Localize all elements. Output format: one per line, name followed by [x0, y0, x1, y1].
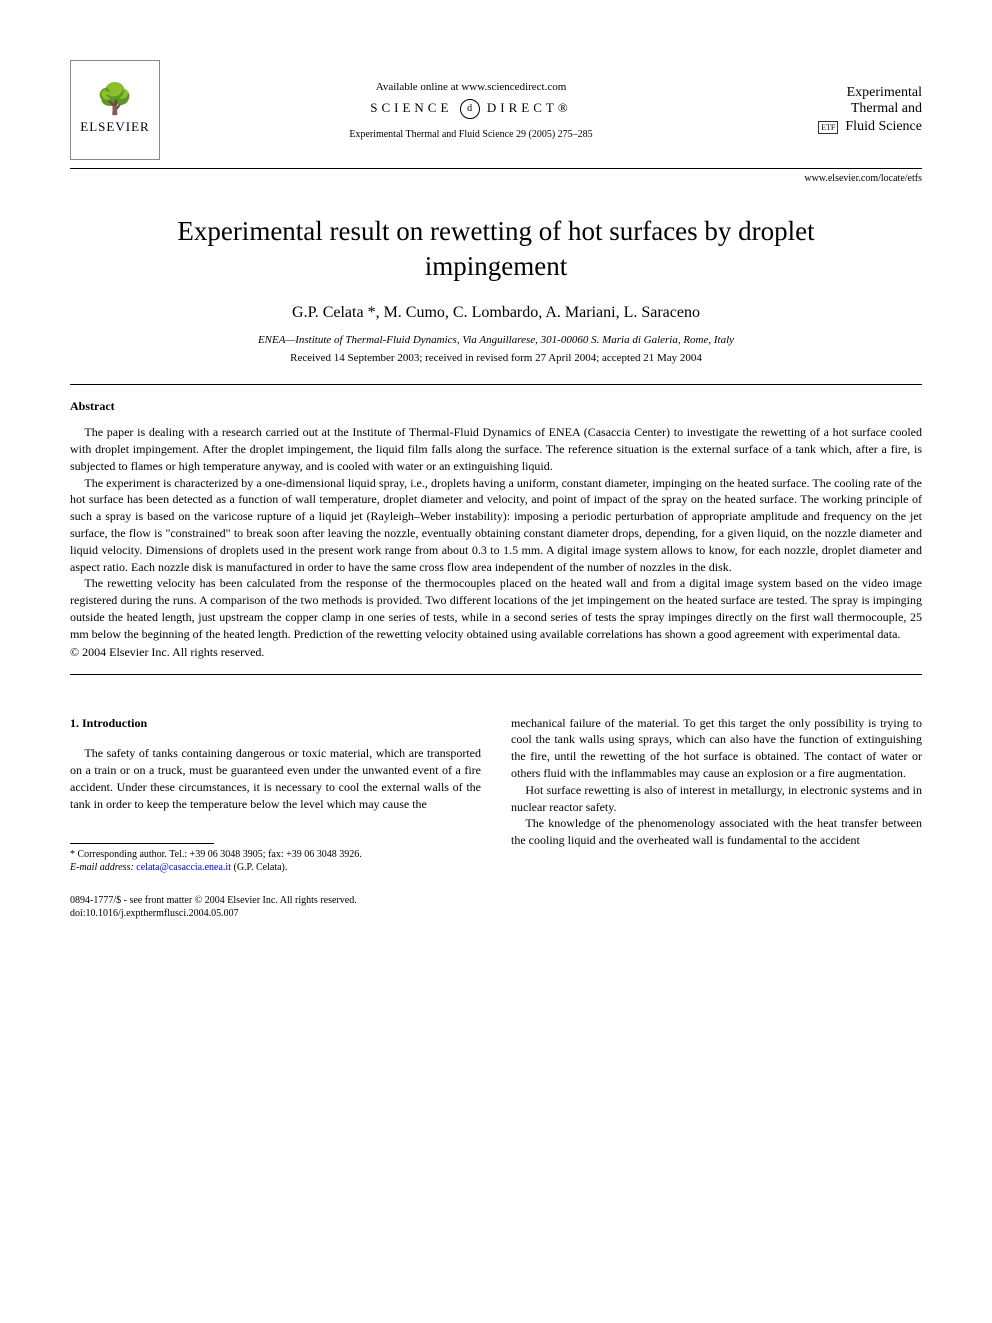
- bottom-info: 0894-1777/$ - see front matter © 2004 El…: [70, 894, 922, 920]
- sciencedirect-left: SCIENCE: [370, 99, 452, 114]
- elsevier-tree-icon: 🌳: [96, 85, 133, 115]
- available-online-text: Available online at www.sciencedirect.co…: [160, 81, 782, 93]
- abstract-top-rule: [70, 384, 922, 385]
- body-columns: 1. Introduction The safety of tanks cont…: [70, 715, 922, 874]
- publisher-name: ELSEVIER: [80, 119, 149, 135]
- page-header: 🌳 ELSEVIER Available online at www.scien…: [70, 60, 922, 160]
- intro-right-p1: mechanical failure of the material. To g…: [511, 715, 922, 782]
- intro-right-p2: Hot surface rewetting is also of interes…: [511, 782, 922, 816]
- locate-url: www.elsevier.com/locate/etfs: [70, 173, 922, 184]
- article-dates: Received 14 September 2003; received in …: [70, 352, 922, 364]
- doi-line: doi:10.1016/j.expthermflusci.2004.05.007: [70, 907, 922, 920]
- intro-left-p1: The safety of tanks containing dangerous…: [70, 745, 481, 812]
- email-author: (G.P. Celata).: [234, 862, 288, 873]
- journal-logo: Experimental Thermal and ETF Fluid Scien…: [782, 85, 922, 135]
- abstract-p3: The rewetting velocity has been calculat…: [70, 575, 922, 642]
- email-address[interactable]: celata@casaccia.enea.it: [136, 862, 231, 873]
- left-column: 1. Introduction The safety of tanks cont…: [70, 715, 481, 874]
- footnote-block: * Corresponding author. Tel.: +39 06 304…: [70, 848, 481, 874]
- abstract-bottom-rule: [70, 674, 922, 675]
- abstract-heading: Abstract: [70, 399, 922, 414]
- sciencedirect-right: DIRECT®: [487, 99, 572, 114]
- footnote-rule: [70, 843, 214, 844]
- front-matter-line: 0894-1777/$ - see front matter © 2004 El…: [70, 894, 922, 907]
- copyright-text: © 2004 Elsevier Inc. All rights reserved…: [70, 645, 922, 660]
- email-label: E-mail address:: [70, 862, 134, 873]
- elsevier-logo: 🌳 ELSEVIER: [70, 60, 160, 160]
- header-rule: [70, 168, 922, 169]
- email-line: E-mail address: celata@casaccia.enea.it …: [70, 861, 481, 874]
- journal-reference: Experimental Thermal and Fluid Science 2…: [160, 129, 782, 140]
- affiliation: ENEA—Institute of Thermal-Fluid Dynamics…: [70, 334, 922, 346]
- right-column: mechanical failure of the material. To g…: [511, 715, 922, 874]
- sciencedirect-logo: SCIENCE d DIRECT®: [160, 99, 782, 119]
- article-title: Experimental result on rewetting of hot …: [130, 214, 862, 284]
- authors-list: G.P. Celata *, M. Cumo, C. Lombardo, A. …: [70, 304, 922, 322]
- abstract-p1: The paper is dealing with a research car…: [70, 424, 922, 474]
- journal-logo-line1: Experimental: [782, 85, 922, 101]
- sciencedirect-d-icon: d: [460, 99, 480, 119]
- abstract-body: The paper is dealing with a research car…: [70, 424, 922, 642]
- center-header: Available online at www.sciencedirect.co…: [160, 81, 782, 140]
- corresponding-author: * Corresponding author. Tel.: +39 06 304…: [70, 848, 481, 861]
- journal-logo-line2: Thermal and: [782, 101, 922, 117]
- etf-abbrev: ETF: [818, 121, 838, 134]
- introduction-heading: 1. Introduction: [70, 715, 481, 732]
- intro-right-p3: The knowledge of the phenomenology assoc…: [511, 815, 922, 849]
- abstract-p2: The experiment is characterized by a one…: [70, 475, 922, 576]
- journal-logo-line3: Fluid Science: [845, 119, 922, 134]
